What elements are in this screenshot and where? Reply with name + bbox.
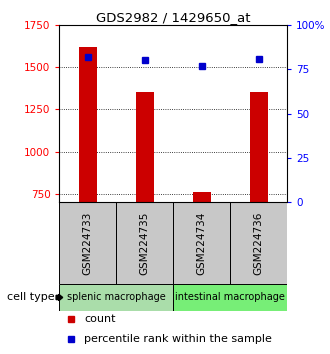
Bar — [136, 92, 154, 202]
Text: cell type: cell type — [7, 292, 54, 302]
Bar — [59, 284, 173, 312]
Text: GSM224733: GSM224733 — [83, 211, 93, 275]
Text: GSM224735: GSM224735 — [140, 211, 150, 275]
Text: splenic macrophage: splenic macrophage — [67, 292, 166, 302]
Text: GSM224734: GSM224734 — [197, 211, 207, 275]
Bar — [116, 202, 173, 284]
Text: GSM224736: GSM224736 — [254, 211, 264, 275]
Bar — [79, 47, 97, 202]
Bar — [249, 92, 268, 202]
Bar — [230, 202, 287, 284]
Bar — [173, 202, 230, 284]
Bar — [173, 284, 287, 312]
Text: percentile rank within the sample: percentile rank within the sample — [84, 334, 272, 344]
Bar — [193, 192, 211, 202]
Text: count: count — [84, 314, 116, 324]
Title: GDS2982 / 1429650_at: GDS2982 / 1429650_at — [96, 11, 250, 24]
Text: intestinal macrophage: intestinal macrophage — [175, 292, 285, 302]
Bar — [59, 202, 116, 284]
